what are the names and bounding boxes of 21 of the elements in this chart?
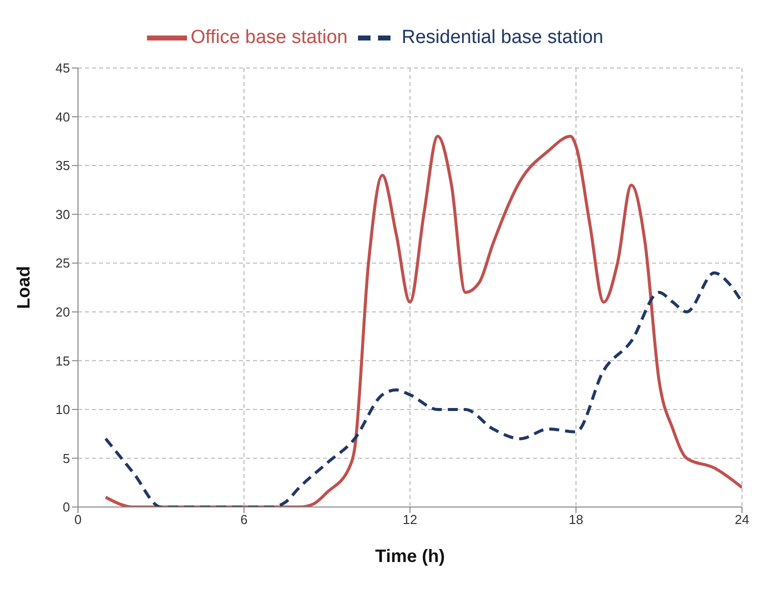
x-tick-label: 18 (568, 512, 584, 528)
y-tick-label: 30 (56, 206, 70, 222)
x-tick-label: 0 (74, 512, 82, 528)
y-tick-label: 45 (56, 60, 70, 76)
y-tick-label: 5 (62, 450, 70, 466)
line-series (104, 271, 742, 507)
y-tick-label: 0 (62, 500, 70, 515)
x-tick-label: 24 (734, 512, 750, 528)
y-tick-label: 10 (56, 402, 70, 418)
x-tick-label: 12 (402, 512, 418, 528)
legend-label: Office base station (190, 27, 348, 48)
y-tick-label: 25 (56, 256, 70, 271)
legend-label: Residential base station (402, 27, 604, 48)
y-tick-label: 40 (56, 109, 70, 124)
y-axis-title: Load (13, 266, 34, 309)
x-axis-title: Time (h) (375, 546, 445, 566)
line-series (104, 134, 742, 507)
y-tick-label: 35 (56, 158, 70, 174)
x-tick-label: 6 (240, 512, 248, 528)
y-tick-label: 20 (56, 304, 70, 320)
y-tick-label: 15 (56, 353, 70, 368)
